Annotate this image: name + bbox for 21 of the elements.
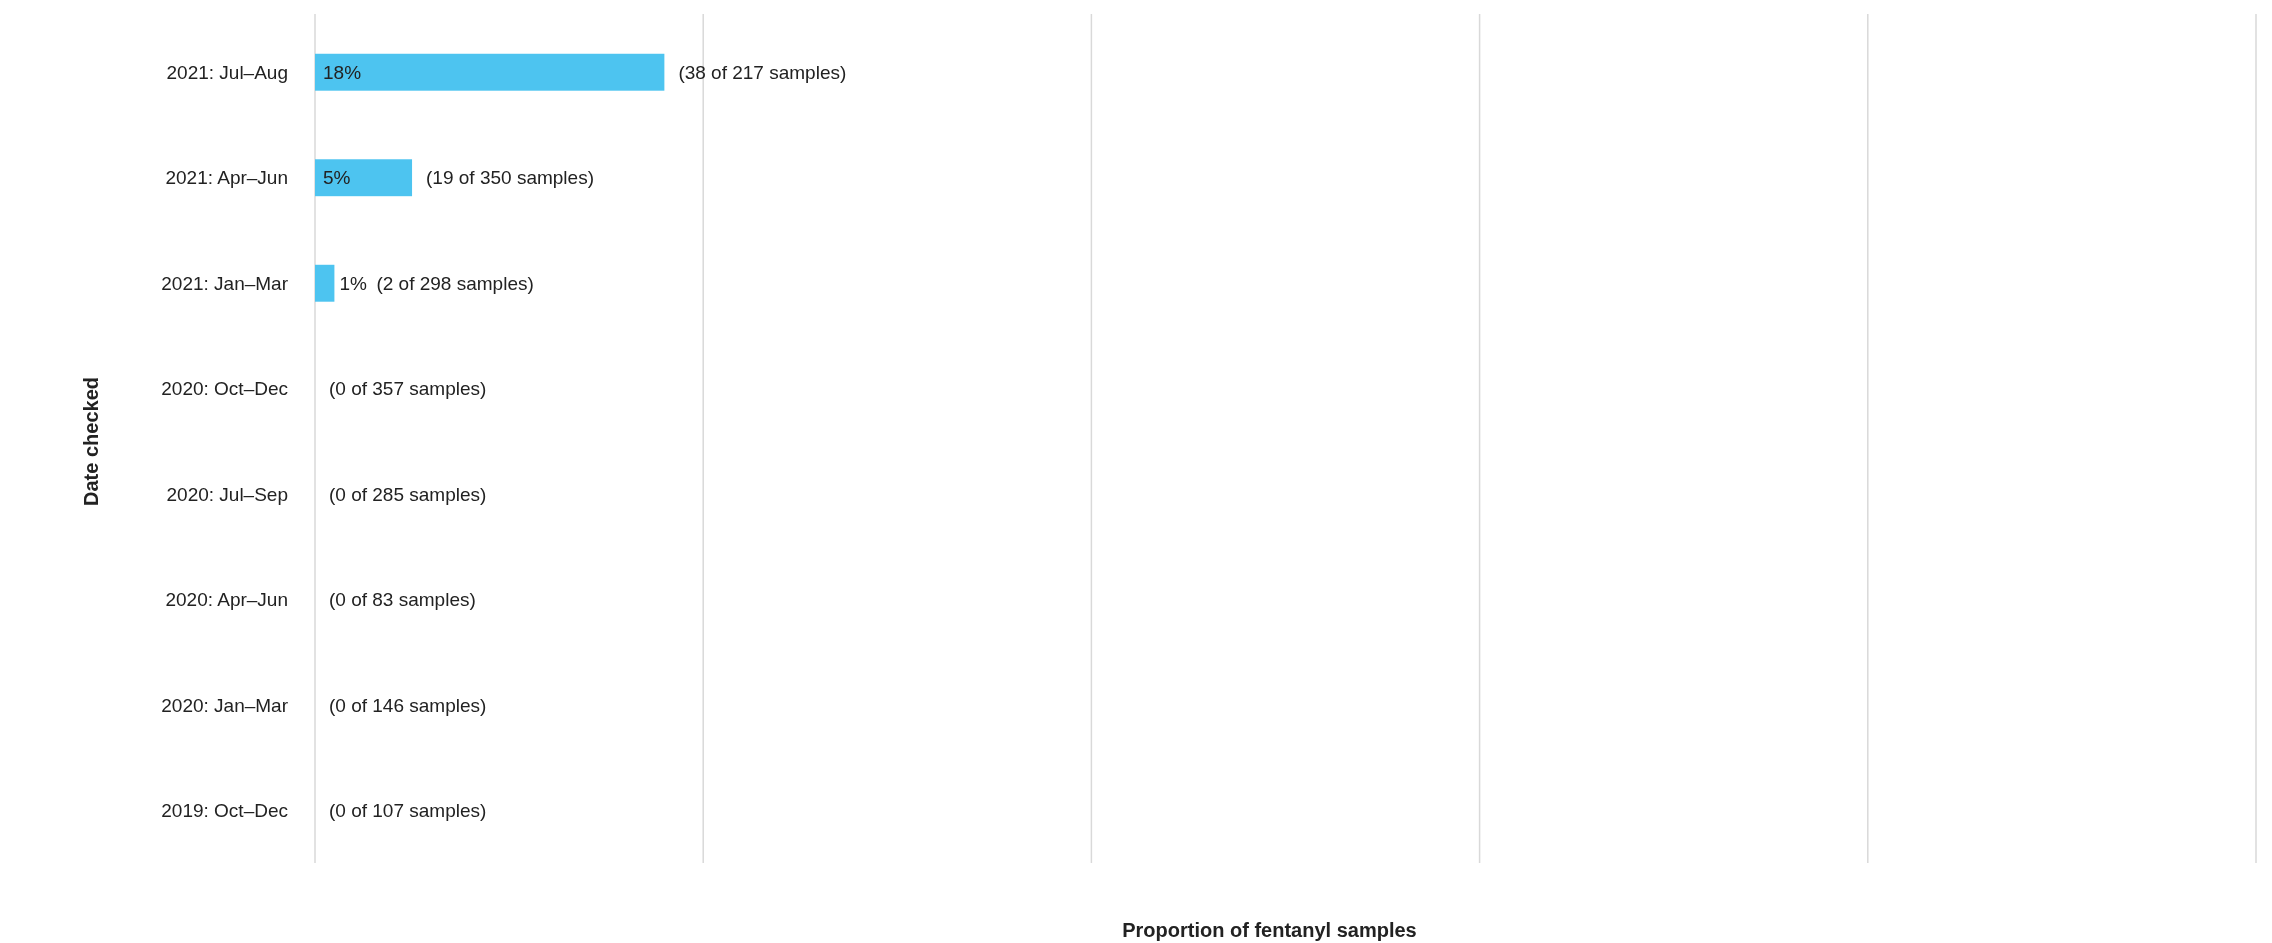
y-tick-label: 2021: Jul–Aug: [166, 61, 288, 83]
annotation: (0 of 107 samples): [329, 800, 487, 822]
annotation: (2 of 298 samples): [376, 272, 534, 294]
y-tick-label: 2020: Apr–Jun: [165, 589, 288, 611]
y-tick-label: 2020: Jan–Mar: [161, 694, 289, 716]
x-axis-title: Proportion of fentanyl samples: [1122, 919, 1417, 941]
annotation: (0 of 83 samples): [329, 589, 476, 611]
y-axis-title: Date checked: [80, 377, 102, 506]
y-tick-label: 2019: Oct–Dec: [161, 800, 288, 822]
data-label: 5%: [323, 167, 351, 189]
annotation: (0 of 357 samples): [329, 378, 487, 400]
y-tick-label: 2021: Jan–Mar: [161, 272, 289, 294]
data-label: 1%: [339, 272, 367, 294]
data-label: 18%: [323, 61, 362, 83]
annotation: (19 of 350 samples): [426, 167, 594, 189]
annotation: (0 of 146 samples): [329, 694, 487, 716]
annotation: (38 of 217 samples): [678, 61, 847, 83]
y-tick-label: 2021: Apr–Jun: [165, 167, 288, 189]
y-tick-label: 2020: Oct–Dec: [161, 378, 288, 400]
annotation: (0 of 285 samples): [329, 483, 487, 505]
y-tick-label: 2020: Jul–Sep: [166, 483, 288, 505]
